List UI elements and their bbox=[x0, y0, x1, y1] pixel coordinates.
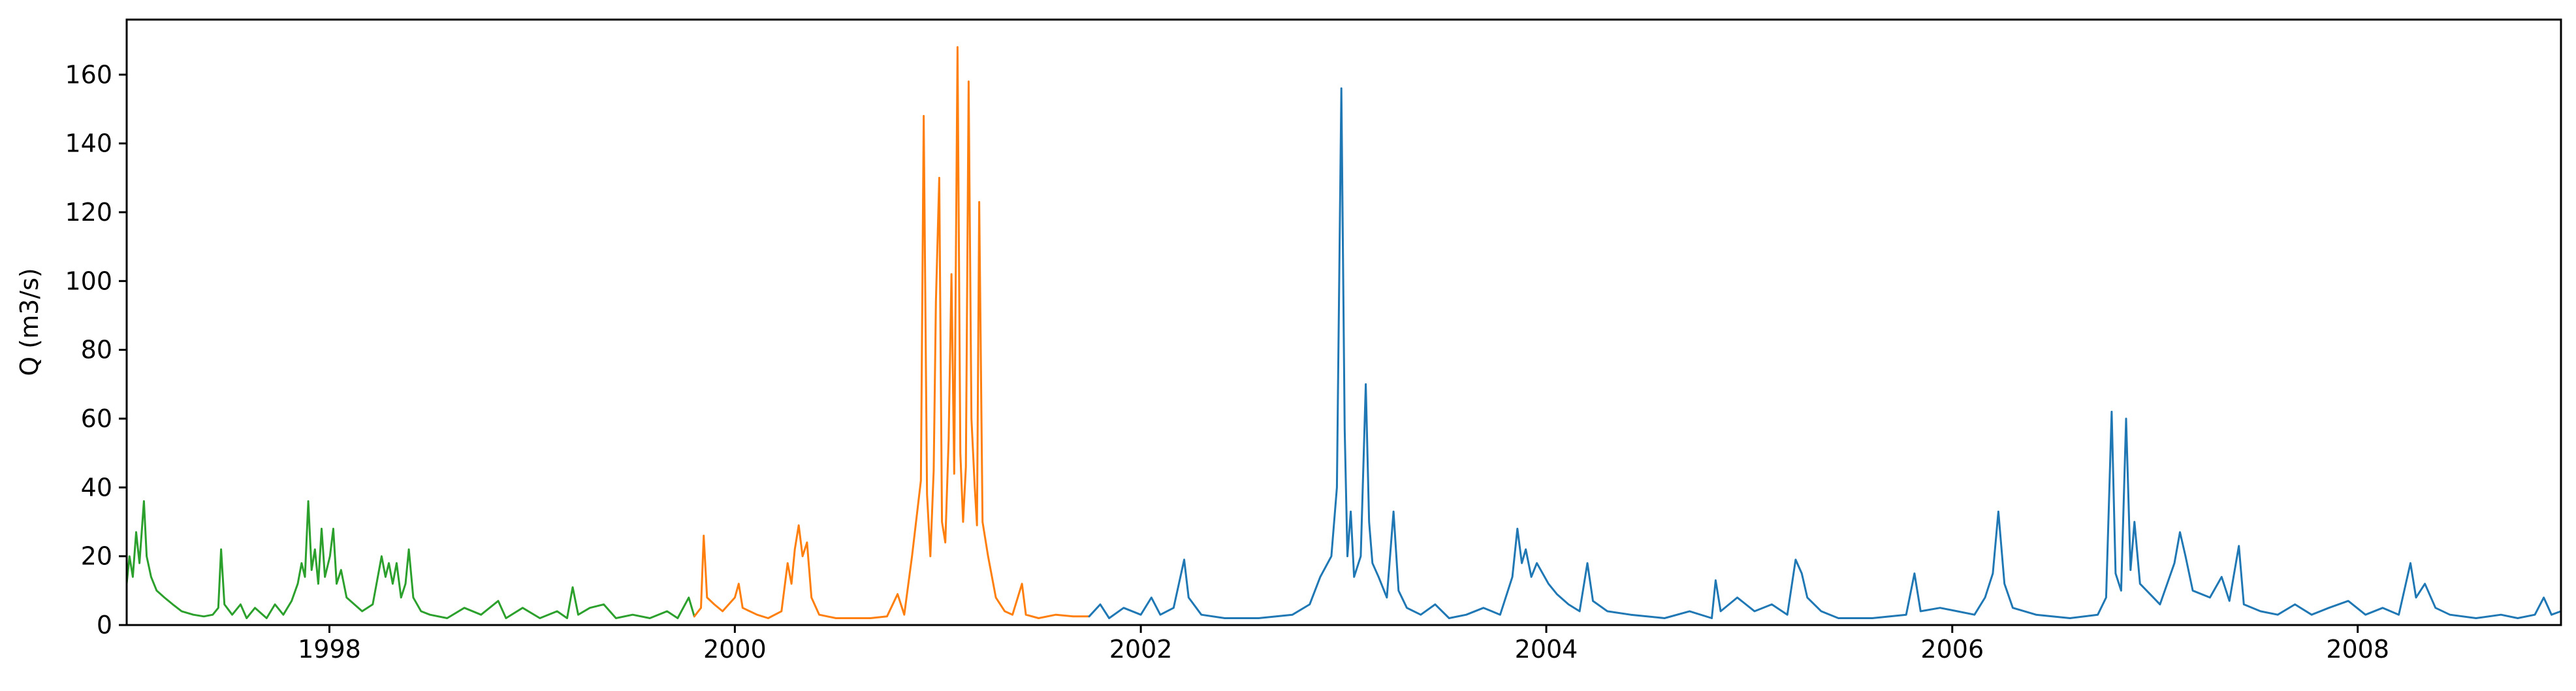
series-line-2 bbox=[693, 46, 1090, 619]
y-tick-label-4: 80 bbox=[81, 336, 112, 364]
plot-frame bbox=[125, 18, 2562, 626]
x-tick-label-4: 2006 bbox=[1920, 635, 1984, 664]
y-tick-label-1: 20 bbox=[81, 542, 112, 571]
y-tick-label-6: 120 bbox=[65, 198, 112, 227]
x-tick-label-0: 1998 bbox=[298, 635, 361, 664]
y-tick-label-8: 160 bbox=[65, 60, 112, 89]
y-axis-label: Q (m3/s) bbox=[15, 268, 44, 376]
y-tick-label-2: 40 bbox=[81, 473, 112, 502]
y-tick-label-0: 0 bbox=[97, 611, 112, 639]
x-axis: 1998 2000 2002 2004 2006 2008 bbox=[298, 625, 2389, 664]
series-line-3 bbox=[1088, 87, 2562, 619]
y-tick-label-5: 100 bbox=[65, 266, 112, 295]
series-line-1 bbox=[125, 500, 695, 619]
x-tick-label-3: 2004 bbox=[1515, 635, 1578, 664]
x-tick-label-2: 2002 bbox=[1109, 635, 1173, 664]
y-tick-label-7: 140 bbox=[65, 129, 112, 158]
y-tick-label-3: 60 bbox=[81, 404, 112, 433]
y-axis: 0 20 40 60 80 100 120 140 160 bbox=[65, 60, 127, 639]
series-layer bbox=[125, 46, 2562, 619]
x-tick-label-1: 2000 bbox=[703, 635, 767, 664]
x-tick-label-5: 2008 bbox=[2326, 635, 2389, 664]
